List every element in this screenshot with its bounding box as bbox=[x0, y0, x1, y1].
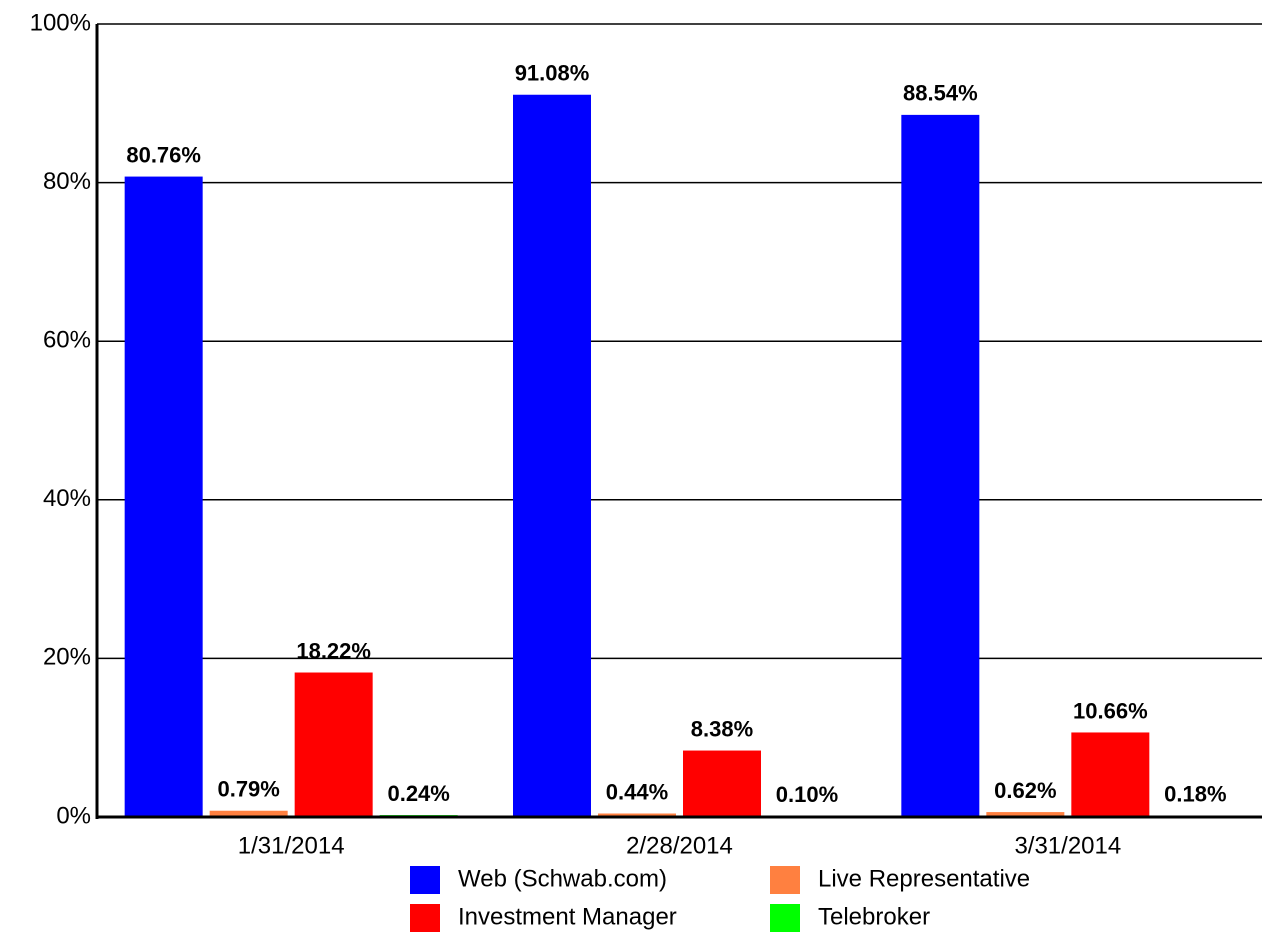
legend-label: Web (Schwab.com) bbox=[458, 865, 667, 892]
data-label: 0.79% bbox=[217, 777, 279, 802]
y-tick-label: 100% bbox=[30, 9, 91, 36]
bar bbox=[901, 114, 980, 817]
data-label: 0.62% bbox=[994, 778, 1056, 803]
data-label: 0.24% bbox=[387, 781, 449, 806]
legend-label: Telebroker bbox=[818, 903, 930, 930]
bar bbox=[1071, 732, 1150, 817]
legend-swatch bbox=[410, 866, 440, 894]
bar bbox=[683, 750, 761, 817]
bar bbox=[209, 810, 288, 817]
x-tick-label: 3/31/2014 bbox=[1014, 832, 1121, 859]
y-tick-label: 20% bbox=[43, 644, 91, 671]
data-label: 0.44% bbox=[606, 779, 668, 804]
bar bbox=[986, 812, 1065, 817]
legend-label: Live Representative bbox=[818, 865, 1030, 892]
legend-swatch bbox=[410, 904, 440, 932]
y-tick-label: 40% bbox=[43, 485, 91, 512]
data-label: 10.66% bbox=[1073, 698, 1148, 723]
y-tick-label: 60% bbox=[43, 327, 91, 354]
x-tick-label: 2/28/2014 bbox=[626, 832, 733, 859]
data-label: 18.22% bbox=[296, 638, 371, 663]
y-tick-label: 0% bbox=[56, 802, 91, 829]
data-label: 80.76% bbox=[126, 142, 201, 167]
legend-swatch bbox=[770, 866, 800, 894]
x-tick-label: 1/31/2014 bbox=[238, 832, 345, 859]
data-label: 0.18% bbox=[1164, 781, 1226, 806]
data-label: 91.08% bbox=[515, 61, 590, 86]
bar bbox=[598, 813, 676, 817]
bar bbox=[124, 176, 203, 818]
bar bbox=[294, 672, 373, 817]
legend-label: Investment Manager bbox=[458, 903, 677, 930]
data-label: 88.54% bbox=[903, 81, 978, 106]
bar bbox=[513, 94, 591, 818]
y-tick-label: 80% bbox=[43, 168, 91, 195]
data-label: 8.38% bbox=[691, 716, 753, 741]
legend-swatch bbox=[770, 904, 800, 932]
data-label: 0.10% bbox=[776, 782, 838, 807]
